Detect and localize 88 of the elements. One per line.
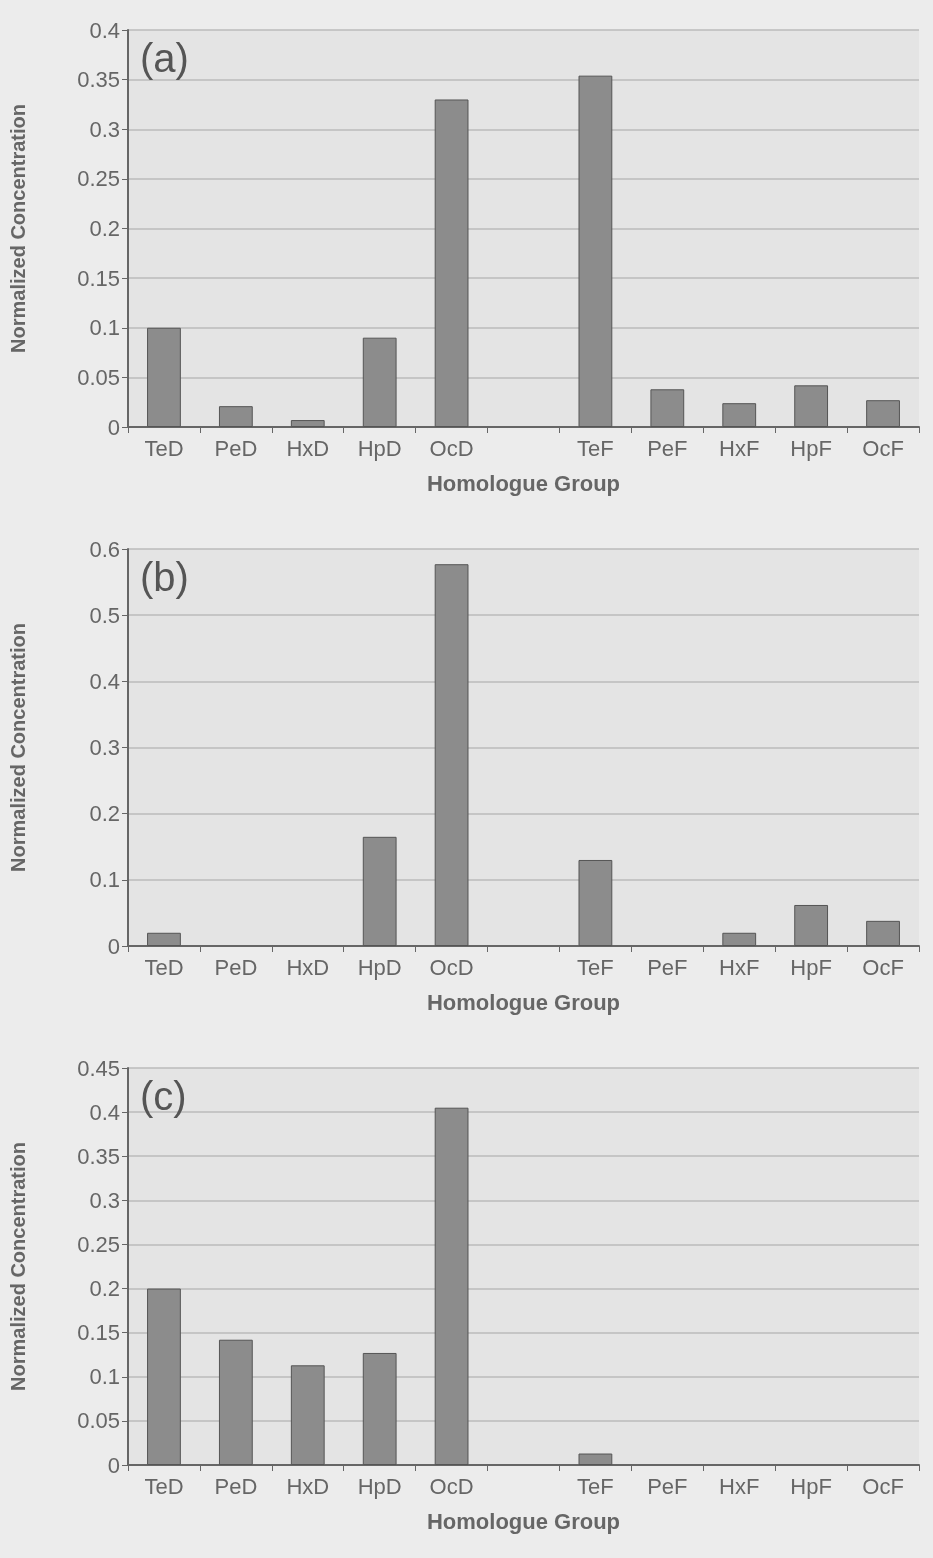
- y-tick-label: 0: [107, 414, 120, 440]
- y-tick-label: 0.4: [89, 17, 120, 43]
- y-axis-title: Normalized Concentration: [7, 1142, 29, 1391]
- x-tick-label: HpD: [357, 954, 402, 980]
- bar: [434, 99, 469, 427]
- x-tick-label: HxF: [719, 1473, 760, 1499]
- bar: [866, 920, 900, 946]
- y-tick-label: 0.25: [77, 166, 120, 192]
- x-tick-label: TeD: [144, 954, 184, 980]
- x-tick-label: OcD: [429, 1473, 474, 1499]
- x-tick-label: OcD: [429, 435, 474, 461]
- x-axis-title: Homologue Group: [426, 1508, 621, 1534]
- x-tick-label: PeD: [214, 435, 258, 461]
- bar: [578, 1453, 613, 1465]
- bar: [578, 75, 613, 427]
- bar: [794, 385, 829, 427]
- x-tick-label: PeF: [647, 954, 688, 980]
- x-tick-label: HxD: [286, 435, 330, 461]
- y-tick-label: 0.2: [89, 216, 120, 241]
- y-tick-label: 0.2: [89, 1276, 120, 1302]
- bar: [218, 406, 253, 427]
- y-axis-title: Normalized Concentration: [7, 623, 29, 872]
- annotation: (b): [140, 555, 189, 599]
- y-tick-label: 0.4: [89, 668, 120, 694]
- bar: [794, 904, 829, 946]
- y-tick-label: 0.5: [89, 602, 120, 628]
- bar: [578, 859, 613, 946]
- y-tick-label: 0.1: [89, 867, 120, 893]
- x-tick-label: HpF: [790, 1473, 832, 1499]
- x-tick-label: OcD: [429, 954, 474, 980]
- bar: [722, 403, 757, 427]
- y-tick-label: 0.15: [77, 1320, 120, 1346]
- bar: [218, 1339, 253, 1465]
- x-tick-label: HxF: [719, 954, 760, 980]
- bar: [362, 337, 397, 427]
- x-tick-label: OcF: [862, 1473, 904, 1499]
- x-tick-label: TeD: [144, 435, 184, 461]
- y-tick-label: 0.15: [77, 265, 120, 291]
- bar: [722, 932, 757, 946]
- x-tick-label: HpD: [357, 1473, 402, 1499]
- annotation: (c): [140, 1074, 187, 1118]
- y-tick-label: 0.35: [77, 67, 120, 93]
- y-tick-label: 0.1: [89, 315, 120, 341]
- bar: [362, 1352, 397, 1465]
- y-tick-label: 0.05: [77, 1408, 120, 1434]
- bar: [434, 1107, 469, 1465]
- x-tick-label: HpF: [790, 954, 832, 980]
- y-axis-title: Normalized Concentration: [7, 104, 29, 353]
- bar: [147, 932, 181, 946]
- bar: [290, 420, 325, 427]
- x-tick-label: HxD: [286, 1473, 330, 1499]
- x-tick-label: PeF: [647, 1473, 688, 1499]
- x-tick-label: PeF: [647, 435, 688, 461]
- x-axis-title: Homologue Group: [426, 989, 621, 1015]
- x-tick-label: HxF: [719, 435, 760, 461]
- y-tick-label: 0.1: [89, 1364, 120, 1390]
- bar: [147, 327, 181, 427]
- bar: [290, 1365, 325, 1465]
- x-tick-label: OcF: [862, 435, 904, 461]
- x-axis-title: Homologue Group: [426, 470, 621, 496]
- y-tick-label: 0.6: [89, 536, 120, 562]
- y-tick-label: 0.3: [89, 735, 120, 760]
- y-tick-label: 0.4: [89, 1099, 120, 1125]
- x-tick-label: TeD: [144, 1473, 184, 1499]
- x-tick-label: TeF: [577, 435, 614, 461]
- y-tick-label: 0: [107, 933, 120, 959]
- y-tick-label: 0.35: [77, 1143, 120, 1169]
- bar: [434, 564, 469, 946]
- annotation: (a): [140, 36, 189, 80]
- y-tick-label: 0.2: [89, 801, 120, 827]
- x-tick-label: OcF: [862, 954, 904, 980]
- y-tick-label: 0.05: [77, 364, 120, 390]
- bar: [147, 1288, 181, 1465]
- x-tick-label: TeF: [577, 954, 614, 980]
- x-tick-label: TeF: [577, 1473, 614, 1499]
- y-tick-label: 0.45: [77, 1055, 120, 1081]
- bar: [650, 389, 685, 427]
- y-tick-label: 0.25: [77, 1231, 120, 1257]
- y-tick-label: 0.3: [89, 116, 120, 142]
- x-tick-label: HpD: [357, 435, 402, 461]
- x-tick-label: HxD: [286, 954, 330, 980]
- y-tick-label: 0: [107, 1452, 120, 1478]
- x-tick-label: PeD: [214, 1473, 258, 1499]
- x-tick-label: PeD: [214, 954, 258, 980]
- bar: [866, 400, 900, 427]
- bar: [362, 836, 397, 946]
- x-tick-label: HpF: [790, 435, 832, 461]
- y-tick-label: 0.3: [89, 1187, 120, 1213]
